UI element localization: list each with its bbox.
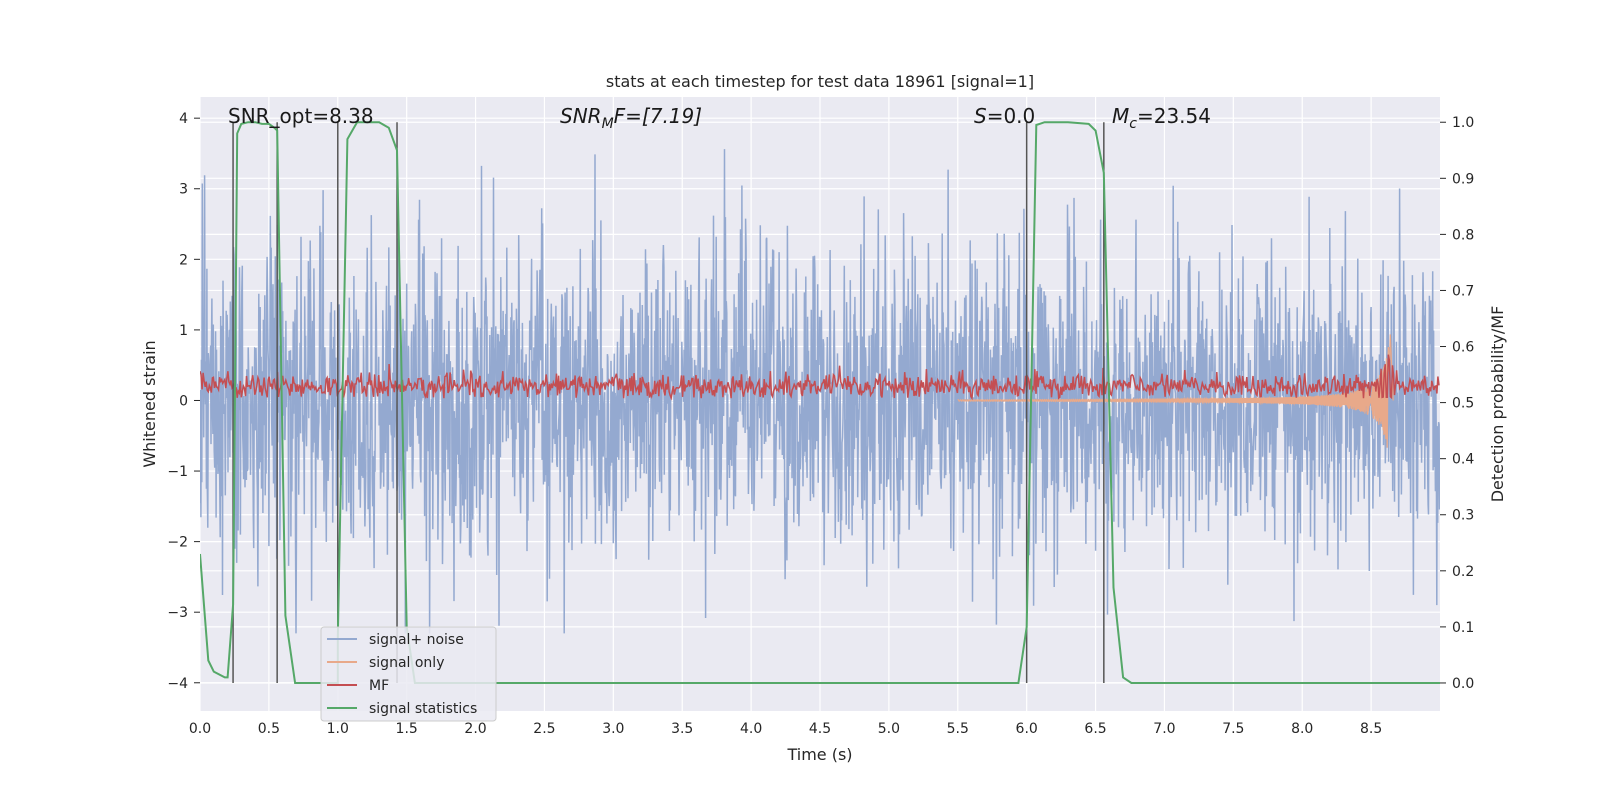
y-tick-label: 3 xyxy=(179,182,188,198)
x-tick-label: 8.0 xyxy=(1291,721,1313,737)
x-axis-ticks: 0.0 0.5 1.0 1.5 2.0 2.5 3.0 3.5 4.0 4.5 5.0 5.5 6.0 6… xyxy=(189,721,1382,737)
annotation-s-rest: =0.0 xyxy=(987,104,1036,128)
annotation-snr-mf-rest: F=[7.19] xyxy=(614,104,702,128)
legend-label-signal-statistics: signal statistics xyxy=(369,701,477,717)
annotation-mc-rest: =23.54 xyxy=(1137,104,1211,128)
annotation-snr-mf-base: SNR xyxy=(560,104,602,128)
mf-series xyxy=(200,354,1440,401)
annotation-mc-var: M xyxy=(1112,104,1129,128)
right-tick-label: 0.1 xyxy=(1452,620,1474,636)
right-tick-label: 0.4 xyxy=(1452,452,1474,468)
annotation-mc: Mc=23.54 xyxy=(1112,104,1211,132)
x-tick-label: 6.5 xyxy=(1084,721,1106,737)
right-tick-label: 1.0 xyxy=(1452,115,1474,131)
x-tick-label: 1.0 xyxy=(327,721,349,737)
x-tick-label: 2.0 xyxy=(464,721,486,737)
signal-noise-series xyxy=(200,149,1440,634)
right-tick-label: 0.7 xyxy=(1452,283,1474,299)
right-tick-label: 0.3 xyxy=(1452,508,1474,524)
x-tick-label: 0.5 xyxy=(258,721,280,737)
signal-only-series xyxy=(957,334,1394,448)
y-axis-ticks: −4 −3 −2 −1 0 1 2 3 4 xyxy=(167,111,200,692)
legend-label-mf: MF xyxy=(369,678,389,694)
x-tick-label: 5.0 xyxy=(878,721,900,737)
annotation-snr-opt: SNR_opt=8.38 xyxy=(228,104,374,128)
legend-label-signal-noise: signal+ noise xyxy=(369,632,464,648)
y-tick-label: −2 xyxy=(167,535,188,551)
x-tick-label: 8.5 xyxy=(1360,721,1382,737)
y-tick-label: 2 xyxy=(179,252,188,268)
legend: signal+ noise signal only MF signal stat… xyxy=(320,626,497,722)
x-tick-label: 7.5 xyxy=(1222,721,1244,737)
x-tick-label: 5.5 xyxy=(947,721,969,737)
x-tick-label: 6.0 xyxy=(1016,721,1038,737)
x-tick-label: 2.5 xyxy=(533,721,555,737)
y-tick-label: 0 xyxy=(179,393,188,409)
x-tick-label: 1.5 xyxy=(396,721,418,737)
annotation-s-var: S xyxy=(974,104,987,128)
right-axis-ticks: 0.0 0.1 0.2 0.3 0.4 0.5 0.6 0.7 0.8 0.9 1.0 xyxy=(1440,115,1474,692)
y-tick-label: −3 xyxy=(167,605,188,621)
annotation-snr-mf-sub: M xyxy=(602,116,614,132)
right-tick-label: 0.0 xyxy=(1452,676,1474,692)
x-tick-label: 4.5 xyxy=(809,721,831,737)
right-tick-label: 0.9 xyxy=(1452,171,1474,187)
right-tick-label: 0.2 xyxy=(1452,564,1474,580)
x-tick-label: 3.5 xyxy=(671,721,693,737)
x-tick-label: 3.0 xyxy=(602,721,624,737)
annotation-s-stat: S=0.0 xyxy=(974,104,1035,128)
annotation-snr-mf: SNRMF=[7.19] xyxy=(560,104,702,132)
x-tick-label: 7.0 xyxy=(1153,721,1175,737)
right-tick-label: 0.8 xyxy=(1452,227,1474,243)
y-axis-label: Whitened strain xyxy=(140,340,159,467)
signal-statistics-series xyxy=(200,121,1440,684)
legend-label-signal-only: signal only xyxy=(369,655,444,671)
y-tick-label: −4 xyxy=(167,676,188,692)
right-tick-label: 0.6 xyxy=(1452,340,1474,356)
chart-title: stats at each timestep for test data 189… xyxy=(606,72,1034,91)
y-tick-label: 4 xyxy=(179,111,188,127)
legend-box xyxy=(320,626,497,722)
right-axis-label: Detection probability/MF xyxy=(1488,306,1507,503)
x-tick-label: 0.0 xyxy=(189,721,211,737)
x-axis-label: Time (s) xyxy=(786,745,852,764)
annotation-mc-sub: c xyxy=(1129,116,1137,132)
y-tick-label: 1 xyxy=(179,323,188,339)
right-tick-label: 0.5 xyxy=(1452,396,1474,412)
x-tick-label: 4.0 xyxy=(740,721,762,737)
y-tick-label: −1 xyxy=(167,464,188,480)
